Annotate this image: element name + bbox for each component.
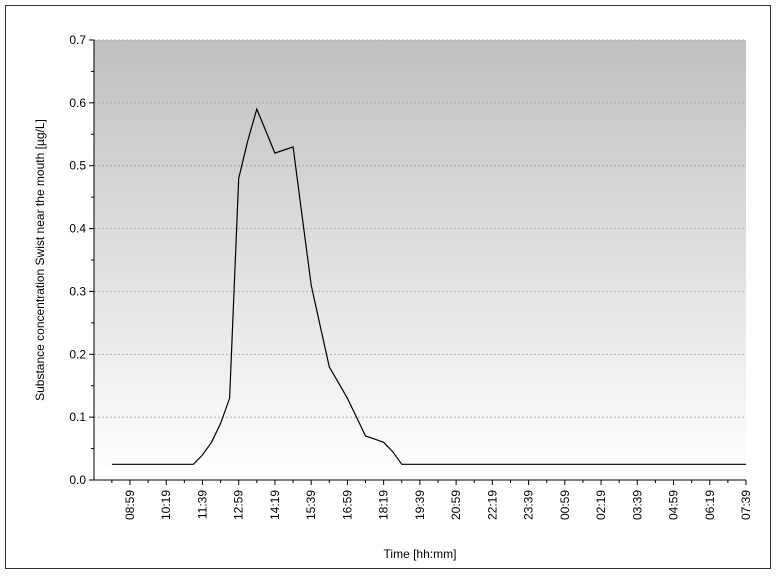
y-tick-label: 0.1: [69, 410, 86, 424]
x-tick-label: 03:39: [630, 490, 644, 520]
x-tick-label: 11:39: [195, 490, 209, 519]
x-tick-label: 10:19: [159, 490, 173, 520]
y-tick-label: 0.5: [69, 159, 86, 173]
x-tick-label: 00:59: [558, 490, 572, 520]
x-tick-label: 22:19: [485, 490, 499, 520]
x-tick-label: 12:59: [232, 490, 246, 520]
y-tick-label: 0.7: [69, 33, 86, 47]
y-tick-label: 0.3: [69, 284, 86, 298]
x-tick-label: 06:19: [703, 490, 717, 520]
y-tick-label: 0.4: [69, 222, 86, 236]
x-tick-label: 18:19: [377, 490, 391, 520]
series-line: [111, 107, 746, 465]
x-axis-ticks: 08:59 10:19 11:39 12:59 14:19 15:39 16:59 18:19…: [111, 480, 753, 520]
y-axis-title: Substance concentration Swist near the m…: [33, 119, 47, 401]
x-tick-label: 14:19: [268, 490, 282, 520]
x-tick-label: 19:39: [413, 490, 427, 520]
y-tick-label: 0.0: [69, 473, 86, 487]
gridlines: [94, 39, 746, 418]
y-axis-ticks: 0.0 0.1 0.2 0.3 0.4 0.5 0.6 0.7: [69, 33, 94, 487]
x-tick-label: 15:39: [304, 490, 318, 520]
y-tick-label: 0.6: [69, 96, 86, 110]
x-tick-label: 08:59: [123, 490, 137, 520]
x-tick-label: 02:19: [594, 490, 608, 520]
plot-area: [94, 40, 746, 480]
y-tick-label: 0.2: [69, 347, 86, 361]
x-tick-label: 07:39: [739, 490, 753, 520]
x-tick-label: 04:59: [667, 490, 681, 520]
x-tick-label: 23:39: [522, 490, 536, 520]
x-axis-title: Time [hh:mm]: [384, 547, 457, 561]
x-tick-label: 20:59: [449, 490, 463, 520]
x-tick-label: 16:59: [340, 490, 354, 520]
